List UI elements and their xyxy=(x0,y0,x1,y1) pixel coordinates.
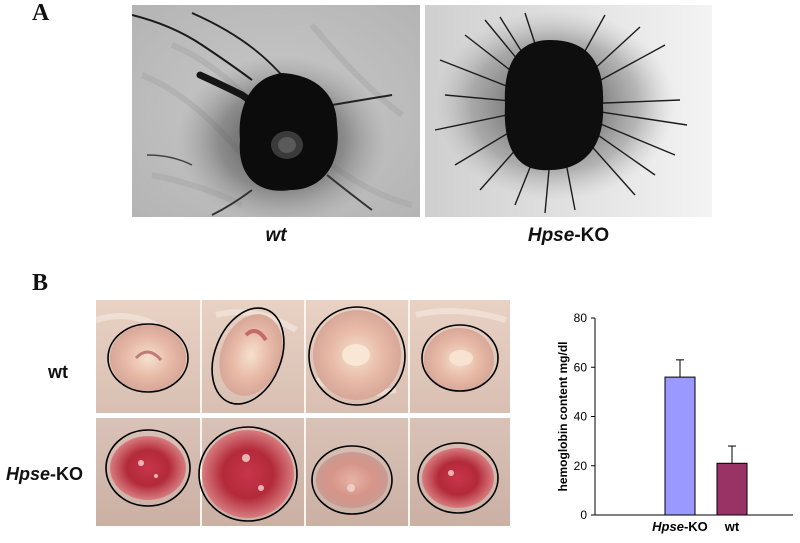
x-tick-label-wt: wt xyxy=(724,519,740,534)
y-tick-label-40: 40 xyxy=(574,410,588,424)
wt-plug-photos xyxy=(96,300,510,413)
hpse-ko-plug-photos xyxy=(96,418,510,526)
hpse-ko-row-label: Hpse-KO xyxy=(6,464,84,484)
bar-Hpse-KO xyxy=(664,376,696,516)
x-tick-label-Hpse-KO: Hpse-KO xyxy=(652,519,708,534)
y-tick-label-20: 20 xyxy=(574,459,588,473)
hpse-ko-microscopy-image xyxy=(425,5,712,217)
panel-a-letter: A xyxy=(32,0,50,26)
panel-b-letter: B xyxy=(32,270,49,296)
y-tick-label-0: 0 xyxy=(580,508,587,522)
wt-caption: wt xyxy=(265,225,287,246)
hpse-ko-caption: Hpse-KO xyxy=(527,225,610,246)
wt-microscopy-image xyxy=(132,5,420,217)
y-axis-label: hemoglobin content mg/dl xyxy=(556,342,570,492)
y-tick-label-80: 80 xyxy=(574,311,588,325)
bar-wt xyxy=(716,462,748,516)
wt-row-label: wt xyxy=(48,362,68,382)
y-tick-label-60: 60 xyxy=(574,360,588,374)
hpse-ko-plug-photo-row xyxy=(96,418,510,526)
wt-plug-photo-row xyxy=(96,300,510,413)
hemoglobin-bar-chart: 0 20 40 60 80 hemoglobin content mg/dl Hpse-KO… xyxy=(545,300,795,538)
